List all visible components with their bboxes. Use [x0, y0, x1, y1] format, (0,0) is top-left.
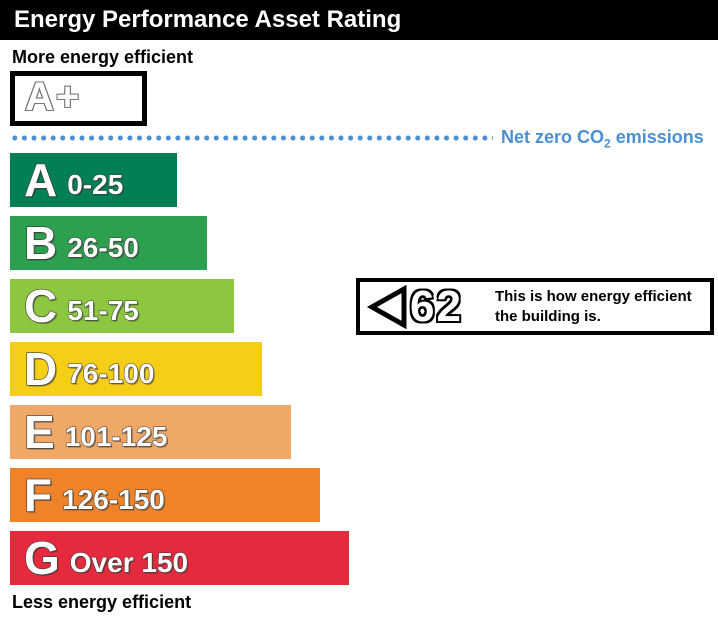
band-e: E 101-125	[10, 405, 291, 459]
band-e-range: 101-125	[64, 420, 168, 452]
band-b: B 26-50	[10, 216, 207, 270]
net-zero-text-post: emissions	[610, 127, 704, 147]
band-g-range: Over 150	[69, 546, 189, 578]
rating-description: This is how energy efficient the buildin…	[495, 287, 692, 327]
band-d: D 76-100	[10, 342, 262, 396]
rating-description-line2: the building is.	[494, 307, 601, 325]
band-f: F 126-150	[10, 468, 320, 522]
band-b-letter: B	[23, 216, 58, 269]
rating-value: 62	[409, 281, 463, 331]
net-zero-label: Net zero CO2 emissions	[501, 127, 704, 151]
rating-description-line1: This is how energy efficient	[494, 287, 692, 305]
band-b-range: 26-50	[67, 231, 140, 263]
net-zero-subscript: 2	[604, 136, 611, 151]
net-zero-text-pre: Net zero CO	[501, 127, 605, 147]
less-efficient-label: Less energy efficient	[12, 592, 192, 612]
current-rating-indicator: 62 This is how energy efficient the buil…	[356, 278, 714, 335]
more-efficient-label: More energy efficient	[12, 47, 194, 67]
band-a-letter: A	[23, 153, 58, 206]
left-arrow-icon	[366, 284, 407, 329]
band-g: G Over 150	[10, 531, 349, 585]
band-c-range: 51-75	[67, 294, 140, 326]
band-f-range: 126-150	[62, 483, 166, 515]
net-zero-dotted-line-icon	[10, 135, 493, 141]
band-d-letter: D	[23, 342, 58, 395]
band-c-letter: C	[23, 279, 58, 332]
band-c: C 51-75	[10, 279, 234, 333]
band-a: A 0-25	[10, 153, 177, 207]
band-a-range: 0-25	[67, 168, 124, 200]
band-d-range: 76-100	[67, 357, 155, 389]
band-g-letter: G	[23, 531, 60, 584]
band-a-plus: A+	[10, 71, 147, 126]
band-e-letter: E	[23, 405, 55, 458]
page-title: Energy Performance Asset Rating	[14, 6, 402, 33]
band-a-plus-letter: A+	[24, 75, 82, 120]
title-bar: Energy Performance Asset Rating	[0, 0, 718, 40]
band-f-letter: F	[23, 468, 53, 521]
